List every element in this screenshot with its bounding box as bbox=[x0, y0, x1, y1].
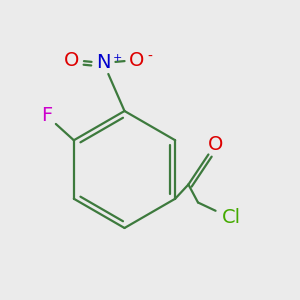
Text: -: - bbox=[147, 50, 152, 63]
Text: Cl: Cl bbox=[221, 208, 241, 227]
Text: F: F bbox=[41, 106, 52, 125]
Text: +: + bbox=[112, 52, 122, 63]
Text: O: O bbox=[208, 134, 224, 154]
Text: N: N bbox=[96, 53, 111, 73]
Text: O: O bbox=[64, 50, 80, 70]
Text: O: O bbox=[129, 50, 144, 70]
